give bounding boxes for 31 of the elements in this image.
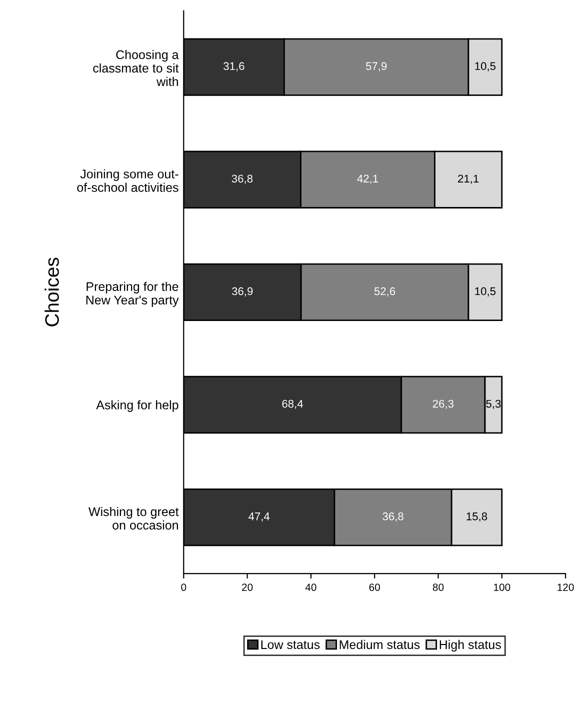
y-tick-label: Wishing to greet on occasion [88,506,179,530]
y-tick-label: Preparing for the New Year's party [86,282,179,307]
y-tick-label: Asking for help [96,400,178,412]
data-label: 36,8 [382,512,404,522]
x-tick-label: 80 [432,584,444,591]
data-label: 47,4 [248,512,270,522]
data-label: 57,9 [366,62,387,72]
y-axis-title: Choices [44,258,59,326]
legend-label: Low status [261,640,320,650]
data-label: 68,4 [282,400,303,410]
x-tick-label: 20 [242,584,253,591]
y-tick-label: Joining some out- of-school activities [77,169,178,192]
x-tick-label: 0 [181,584,186,591]
data-label: 21,1 [458,174,479,184]
x-tick-label: 40 [305,584,316,591]
data-label: 5,3 [486,400,501,410]
legend-label: High status [440,640,501,652]
legend-label: Medium status [340,640,420,650]
y-tick-label: Choosing a classmate to sit with [93,50,179,86]
data-label: 36,8 [232,174,253,184]
x-tick-label: 100 [494,584,510,591]
data-label: 42,1 [357,174,378,184]
data-label: 31,6 [224,62,244,72]
data-label: 26,3 [432,400,454,410]
data-label: 10,5 [475,62,496,72]
data-label: 52,6 [374,287,396,296]
x-tick-label: 60 [369,584,380,591]
data-label: 10,5 [475,287,496,296]
x-tick-label: 120 [558,584,574,591]
data-label: 15,8 [466,512,488,522]
data-label: 36,9 [232,287,253,296]
